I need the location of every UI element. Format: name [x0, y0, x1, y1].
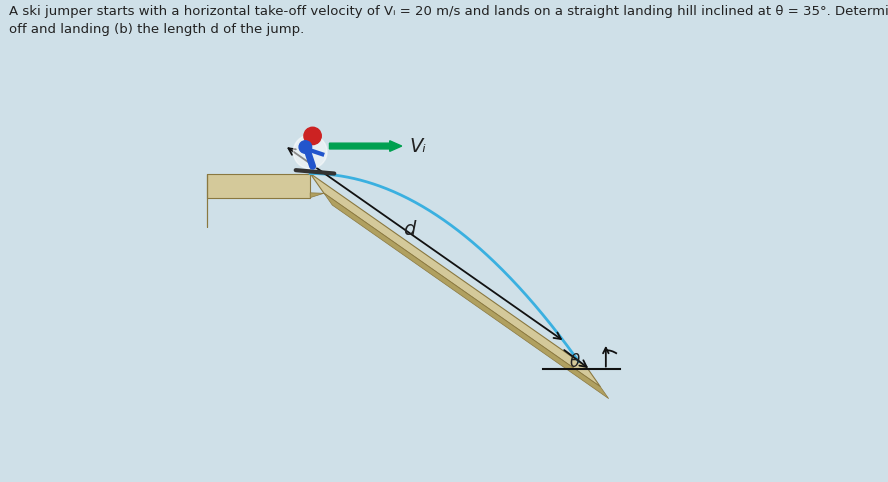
Polygon shape	[310, 193, 324, 198]
Text: A ski jumper starts with a horizontal take-off velocity of Vᵢ = 20 m/s and lands: A ski jumper starts with a horizontal ta…	[9, 5, 888, 36]
Circle shape	[299, 141, 312, 153]
Text: d: d	[402, 220, 415, 239]
Circle shape	[293, 135, 327, 169]
Circle shape	[304, 127, 321, 145]
Text: θ: θ	[569, 353, 579, 371]
Polygon shape	[310, 174, 600, 387]
Polygon shape	[324, 193, 608, 399]
FancyArrow shape	[329, 141, 401, 151]
Polygon shape	[207, 174, 310, 198]
Text: Vᵢ: Vᵢ	[409, 136, 426, 156]
